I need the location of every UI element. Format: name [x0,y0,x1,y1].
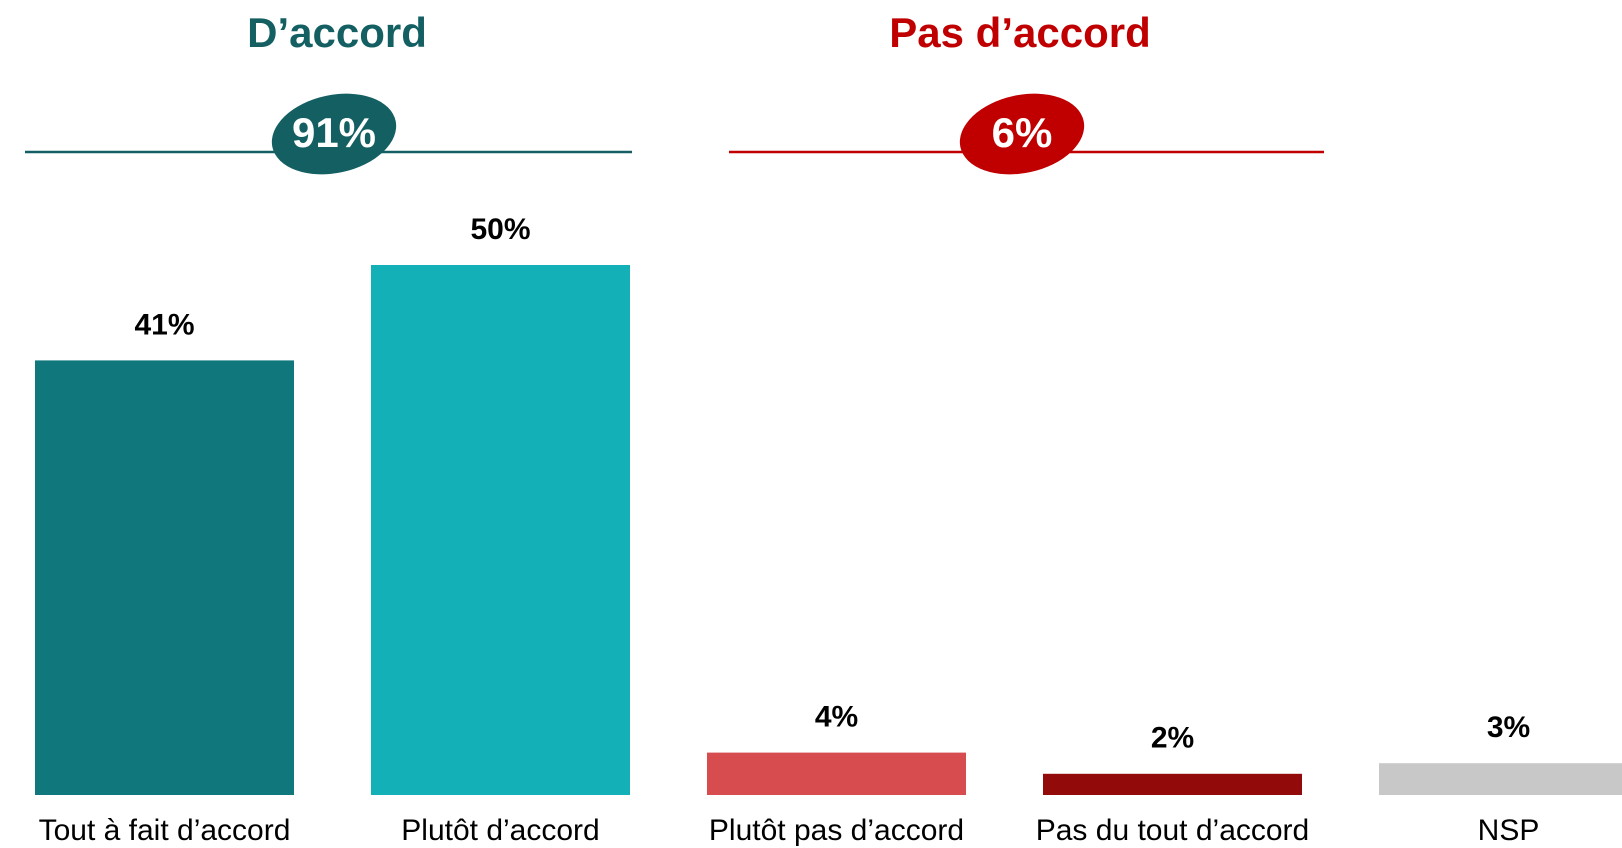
x-tick-label: Plutôt pas d’accord [709,814,964,847]
value-label: 4% [815,701,858,734]
value-label: 50% [470,213,530,246]
value-label: 3% [1487,711,1530,744]
group-badge [271,93,397,175]
bar [1379,763,1622,795]
bar [707,752,966,795]
value-label: 41% [134,308,194,341]
x-tick-label: Plutôt d’accord [401,814,599,847]
group-total: 6% [992,109,1053,156]
bar [371,265,630,795]
value-label: 2% [1151,722,1194,755]
bar [35,360,294,795]
x-tick-label: NSP [1478,814,1540,847]
bar [1043,773,1302,795]
x-tick-label: Pas du tout d’accord [1036,814,1310,847]
group-title: D’accord [247,9,427,56]
group-badge [959,93,1085,175]
x-tick-label: Tout à fait d’accord [39,814,291,847]
group-title: Pas d’accord [889,9,1150,56]
group-total: 91% [292,109,376,156]
